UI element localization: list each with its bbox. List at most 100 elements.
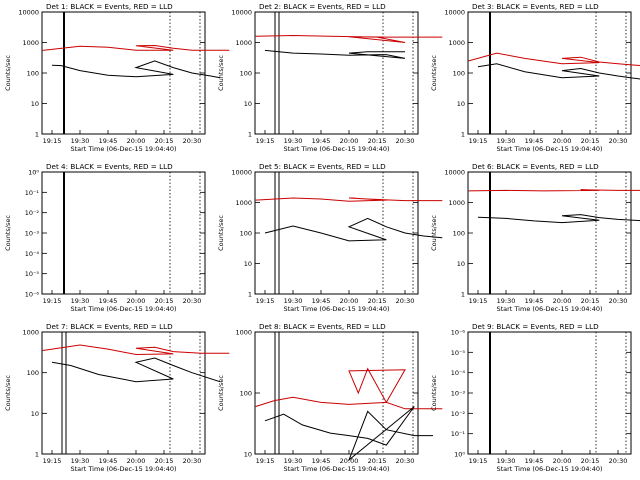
panel-det-3: Det 3: BLACK = Events, RED = LLD 1 10 100 10… [430, 2, 640, 153]
x-tick-label: 20:00 [127, 297, 146, 305]
x-tick-label: 20:30 [183, 137, 202, 145]
x-axis-label: Start Time (06-Dec-15 19:04:40) [283, 145, 389, 153]
y-tick-label: 10⁻¹ [451, 430, 466, 438]
y-tick-label: 1000 [235, 39, 252, 47]
y-tick-label: 1000 [22, 39, 39, 47]
y-tick-label: 10 [244, 451, 252, 459]
panel-title: Det 9: BLACK = Events, RED = LLD [472, 322, 599, 331]
x-axis-label: Start Time (06-Dec-15 19:04:40) [496, 145, 602, 153]
y-tick-label: 1000 [448, 39, 465, 47]
y-axis-label: Counts/sec [430, 375, 438, 411]
y-tick-label: 100 [453, 230, 465, 238]
x-tick-label: 20:15 [368, 137, 387, 145]
x-tick-label: 20:30 [609, 297, 628, 305]
y-tick-label: 10⁰ [28, 169, 39, 177]
x-tick-label: 19:45 [312, 137, 331, 145]
plot-frame [41, 11, 206, 135]
panel-title: Det 7: BLACK = Events, RED = LLD [46, 322, 173, 331]
x-axis-label: Start Time (06-Dec-15 19:04:40) [496, 305, 602, 313]
x-axis-label: Start Time (06-Dec-15 19:04:40) [70, 145, 176, 153]
y-tick-label: 10⁻⁴ [25, 250, 40, 258]
x-tick-label: 20:00 [127, 457, 146, 465]
y-tick-label: 10000 [444, 9, 465, 17]
y-tick-label: 1 [461, 131, 465, 139]
y-tick-label: 100 [27, 369, 39, 377]
x-tick-label: 19:45 [525, 137, 544, 145]
x-tick-label: 20:00 [340, 137, 359, 145]
panel-title: Det 4: BLACK = Events, RED = LLD [46, 162, 173, 171]
y-tick-label: 10⁻⁵ [25, 270, 40, 278]
x-axis-label: Start Time (06-Dec-15 19:04:40) [283, 305, 389, 313]
x-tick-label: 20:15 [581, 297, 600, 305]
x-tick-label: 20:15 [368, 457, 387, 465]
y-tick-label: 1000 [448, 199, 465, 207]
x-tick-label: 19:30 [497, 457, 516, 465]
y-tick-label: 1 [248, 131, 252, 139]
panel-det-7: Det 7: BLACK = Events, RED = LLD 1 10 100 10… [4, 322, 230, 473]
y-tick-label: 100 [240, 230, 252, 238]
y-tick-label: 10⁻⁶ [451, 329, 466, 337]
y-tick-label: 10⁻⁴ [451, 369, 466, 377]
x-tick-label: 19:30 [71, 457, 90, 465]
panel-det-2: Det 2: BLACK = Events, RED = LLD 1 10 100 10… [217, 2, 443, 153]
y-tick-label: 10000 [231, 9, 252, 17]
x-tick-label: 20:15 [368, 297, 387, 305]
x-tick-label: 19:30 [284, 297, 303, 305]
x-tick-label: 19:15 [469, 137, 488, 145]
plot-frame [467, 11, 632, 135]
x-tick-label: 19:45 [525, 297, 544, 305]
y-tick-label: 1 [35, 451, 39, 459]
x-tick-label: 19:30 [497, 137, 516, 145]
y-tick-label: 10⁻¹ [25, 189, 40, 197]
y-axis-label: Counts/sec [4, 55, 12, 91]
series-events [51, 357, 221, 383]
y-tick-label: 10000 [231, 169, 252, 177]
x-axis-label: Start Time (06-Dec-15 19:04:40) [70, 305, 176, 313]
series-lld [468, 52, 640, 67]
x-tick-label: 19:15 [43, 457, 62, 465]
x-tick-label: 19:15 [469, 297, 488, 305]
x-tick-label: 20:00 [340, 457, 359, 465]
series-lld [42, 344, 230, 356]
y-tick-label: 10000 [18, 9, 39, 17]
y-tick-label: 10 [31, 100, 39, 108]
panel-det-9: Det 9: BLACK = Events, RED = LLD 10⁰ 10⁻¹ 1… [430, 322, 632, 473]
series-lld [255, 197, 443, 202]
x-tick-label: 20:00 [553, 137, 572, 145]
x-tick-label: 19:30 [497, 297, 516, 305]
y-tick-label: 1000 [235, 199, 252, 207]
x-tick-label: 20:30 [396, 457, 415, 465]
x-tick-label: 19:15 [256, 297, 275, 305]
y-axis-label: Counts/sec [217, 215, 225, 251]
x-tick-label: 20:15 [155, 297, 174, 305]
panel-det-6: Det 6: BLACK = Events, RED = LLD 1 10 100 10… [430, 162, 640, 313]
panel-det-8: Det 8: BLACK = Events, RED = LLD 10 100 100… [217, 322, 443, 473]
x-axis-label: Start Time (06-Dec-15 19:04:40) [496, 465, 602, 473]
x-tick-label: 20:30 [609, 137, 628, 145]
y-axis-label: Counts/sec [217, 55, 225, 91]
x-tick-label: 20:30 [396, 297, 415, 305]
y-tick-label: 100 [240, 390, 252, 398]
series-lld [255, 367, 443, 410]
x-tick-label: 20:30 [396, 137, 415, 145]
panel-title: Det 5: BLACK = Events, RED = LLD [259, 162, 386, 171]
y-tick-label: 10⁻³ [451, 390, 466, 398]
y-tick-label: 10⁻⁵ [451, 349, 466, 357]
y-tick-label: 1 [35, 131, 39, 139]
x-tick-label: 20:00 [553, 297, 572, 305]
x-tick-label: 19:45 [99, 137, 118, 145]
y-tick-label: 100 [453, 70, 465, 78]
x-tick-label: 20:15 [155, 137, 174, 145]
x-tick-label: 20:00 [553, 457, 572, 465]
x-tick-label: 19:30 [71, 137, 90, 145]
series-events [264, 217, 443, 242]
y-tick-label: 1 [248, 291, 252, 299]
y-tick-label: 10 [457, 100, 465, 108]
x-tick-label: 20:30 [183, 457, 202, 465]
x-tick-label: 19:45 [312, 457, 331, 465]
x-tick-label: 20:15 [155, 457, 174, 465]
series-events [264, 406, 433, 462]
x-tick-label: 19:15 [43, 137, 62, 145]
y-tick-label: 1 [461, 291, 465, 299]
